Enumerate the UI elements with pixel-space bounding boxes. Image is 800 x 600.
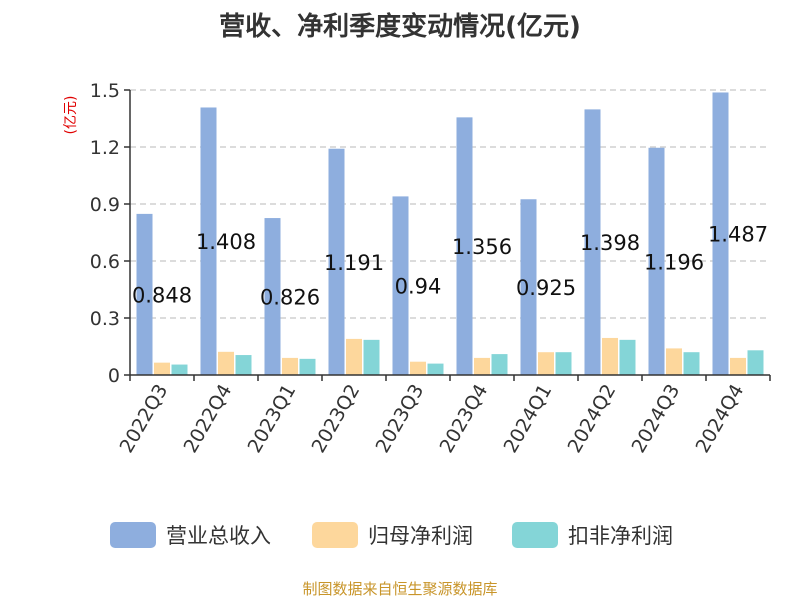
- legend-label: 营业总收入: [166, 524, 271, 548]
- bar-2022Q3-3: [171, 364, 188, 375]
- bar-2024Q3-3: [683, 352, 700, 375]
- chart-title: 营收、净利季度变动情况(亿元): [219, 12, 581, 42]
- y-tick-label: 0.3: [90, 308, 120, 330]
- bar-2023Q4-3: [491, 354, 508, 375]
- y-tick-label: 0: [108, 365, 120, 387]
- bar-2024Q2-1: [584, 109, 601, 375]
- bar-2024Q4-1: [712, 92, 729, 375]
- data-labels: 0.8481.4080.8261.1910.941.3560.9251.3981…: [132, 223, 768, 310]
- y-tick-label: 1.5: [90, 80, 120, 102]
- bar-2022Q4-3: [235, 355, 252, 375]
- source-note: 制图数据来自恒生聚源数据库: [302, 580, 498, 598]
- x-tick-label: 2024Q3: [628, 381, 685, 457]
- bar-2022Q4-2: [218, 351, 234, 375]
- bar-2024Q1-3: [555, 352, 572, 375]
- bar-2023Q3-1: [392, 196, 409, 375]
- bar-2023Q3-3: [427, 363, 444, 375]
- x-tick-label: 2022Q4: [180, 381, 237, 457]
- data-label: 1.356: [452, 235, 512, 259]
- legend-label: 归母净利润: [368, 524, 473, 548]
- legend-item: 营业总收入: [110, 522, 271, 548]
- bar-2022Q3-1: [136, 213, 153, 375]
- bar-2024Q3-2: [666, 348, 682, 375]
- bar-2023Q2-2: [346, 338, 362, 375]
- data-label: 1.487: [708, 223, 768, 247]
- legend-swatch: [312, 522, 358, 548]
- bar-2023Q2-3: [363, 339, 380, 375]
- y-tick-label: 1.2: [90, 137, 120, 159]
- legend-label: 扣非净利润: [568, 524, 673, 548]
- x-tick-label: 2023Q3: [372, 381, 429, 457]
- data-label: 0.925: [516, 276, 576, 300]
- data-label: 1.408: [196, 230, 256, 254]
- bar-2023Q1-1: [264, 218, 281, 375]
- legend-swatch: [110, 522, 156, 548]
- y-tick-label: 0.6: [90, 251, 120, 273]
- data-label: 0.94: [395, 275, 442, 299]
- bar-2024Q3-1: [648, 147, 665, 375]
- x-tick-label: 2023Q1: [244, 381, 301, 457]
- legend-swatch: [512, 522, 558, 548]
- bar-2024Q4-2: [730, 357, 746, 375]
- bar-2024Q2-2: [602, 337, 618, 375]
- bars: [136, 92, 764, 376]
- data-label: 0.848: [132, 283, 192, 307]
- x-tick-label: 2023Q4: [436, 381, 493, 457]
- bar-2024Q2-3: [619, 339, 636, 375]
- bar-2023Q4-2: [474, 357, 490, 375]
- x-tick-label: 2023Q2: [308, 381, 365, 457]
- data-label: 1.191: [324, 251, 384, 275]
- x-tick-label: 2022Q3: [116, 381, 173, 457]
- bar-2022Q4-1: [200, 107, 217, 375]
- legend-item: 扣非净利润: [512, 522, 673, 548]
- grid-lines: [130, 89, 770, 319]
- y-tick-label: 0.9: [90, 194, 120, 216]
- bar-2023Q3-2: [410, 361, 426, 375]
- x-tick-label: 2024Q4: [692, 381, 749, 457]
- bar-2024Q1-2: [538, 352, 554, 375]
- bar-2023Q2-1: [328, 148, 345, 375]
- y-axis-unit: (亿元): [63, 96, 79, 135]
- bar-2024Q4-3: [747, 350, 764, 375]
- bar-2024Q1-1: [520, 199, 537, 375]
- legend: 营业总收入 归母净利润 扣非净利润: [110, 522, 673, 548]
- bar-2023Q4-1: [456, 117, 473, 376]
- data-label: 0.826: [260, 286, 320, 310]
- x-tick-label: 2024Q2: [564, 381, 621, 457]
- data-label: 1.398: [580, 231, 640, 255]
- bar-2023Q1-3: [299, 358, 316, 375]
- bar-2023Q1-2: [282, 357, 298, 375]
- x-tick-label: 2024Q1: [500, 381, 557, 457]
- bar-2022Q3-2: [154, 362, 170, 375]
- data-label: 1.196: [644, 250, 704, 274]
- legend-item: 归母净利润: [312, 522, 473, 548]
